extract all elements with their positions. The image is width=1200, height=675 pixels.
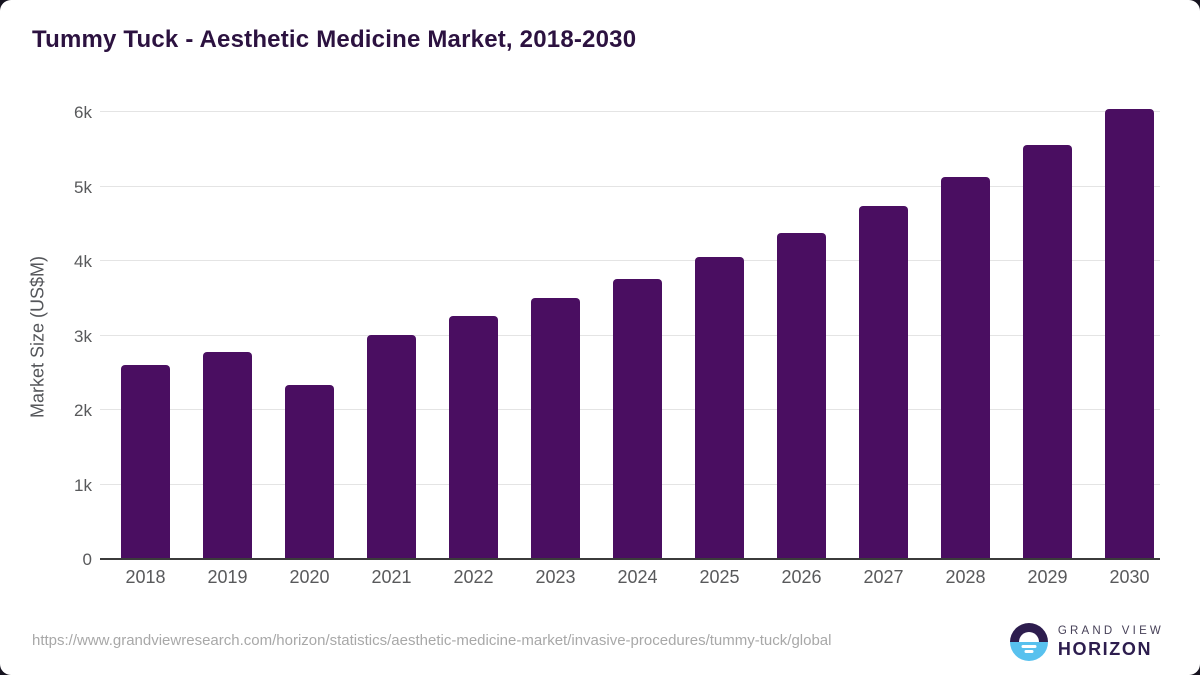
gridline bbox=[100, 185, 1160, 187]
x-tick-label: 2028 bbox=[945, 567, 986, 587]
gridline bbox=[100, 260, 1160, 261]
bar-2023[interactable] bbox=[531, 298, 580, 558]
x-axis-tick-labels: 2018 2019 2020 2021 2022 2023 2024 2025 2026 2027… bbox=[100, 567, 1160, 591]
gridline bbox=[100, 111, 1160, 112]
y-tick-label: 3k bbox=[74, 326, 92, 346]
x-tick-label: 2019 bbox=[207, 567, 248, 587]
bar-2024[interactable] bbox=[613, 279, 662, 558]
x-tick-label: 2022 bbox=[453, 567, 494, 587]
x-tick-label: 2020 bbox=[289, 567, 330, 587]
sun-dome-shape bbox=[1018, 632, 1039, 642]
x-tick-label: 2021 bbox=[371, 567, 412, 587]
grand-view-horizon-logo: GRAND VIEW HORIZON bbox=[1009, 623, 1164, 661]
y-axis-tick-labels: 0 1k 2k 3k 4k 5k 6k bbox=[0, 103, 92, 569]
x-tick-label: 2029 bbox=[1027, 567, 1068, 587]
x-tick-label: 2030 bbox=[1109, 567, 1150, 587]
bar-2020[interactable] bbox=[285, 385, 334, 558]
logo-text-horizon: HORIZON bbox=[1057, 639, 1153, 659]
bar-2026[interactable] bbox=[777, 233, 826, 558]
x-tick-label: 2018 bbox=[125, 567, 166, 587]
chart-title: Tummy Tuck - Aesthetic Medicine Market, … bbox=[32, 26, 637, 53]
y-tick-label: 2k bbox=[74, 401, 92, 420]
plot-area bbox=[100, 109, 1160, 560]
footer: https://www.grandviewresearch.com/horizo… bbox=[0, 619, 1200, 675]
y-tick-label: 6k bbox=[74, 103, 92, 122]
x-tick-label: 2025 bbox=[699, 567, 740, 587]
x-tick-label: 2026 bbox=[781, 567, 822, 587]
bar-2018[interactable] bbox=[121, 365, 170, 558]
y-tick-label: 1k bbox=[74, 475, 92, 495]
x-tick-label: 2024 bbox=[617, 567, 658, 587]
logo-text: GRAND VIEW HORIZON bbox=[1058, 625, 1164, 659]
y-tick-label: 0 bbox=[82, 550, 92, 569]
horizon-sun-icon bbox=[1009, 623, 1048, 661]
bar-2028[interactable] bbox=[941, 177, 990, 558]
bars-layer bbox=[100, 109, 1160, 558]
sun-reflection-bar bbox=[1021, 644, 1037, 648]
bar-2022[interactable] bbox=[449, 316, 498, 558]
bar-2025[interactable] bbox=[695, 257, 744, 558]
bar-2029[interactable] bbox=[1023, 145, 1072, 558]
y-tick-label: 4k bbox=[74, 252, 92, 271]
x-tick-label: 2023 bbox=[535, 567, 576, 587]
source-url: https://www.grandviewresearch.com/horizo… bbox=[32, 632, 832, 649]
bar-2019[interactable] bbox=[203, 352, 252, 558]
x-tick-label: 2027 bbox=[863, 567, 904, 587]
bar-2021[interactable] bbox=[367, 335, 416, 558]
bar-2027[interactable] bbox=[859, 206, 908, 558]
sun-reflection-bar bbox=[1024, 650, 1034, 653]
y-tick-label: 5k bbox=[74, 177, 92, 197]
bar-2030[interactable] bbox=[1105, 109, 1154, 558]
logo-text-grand-view: GRAND VIEW bbox=[1057, 625, 1164, 637]
